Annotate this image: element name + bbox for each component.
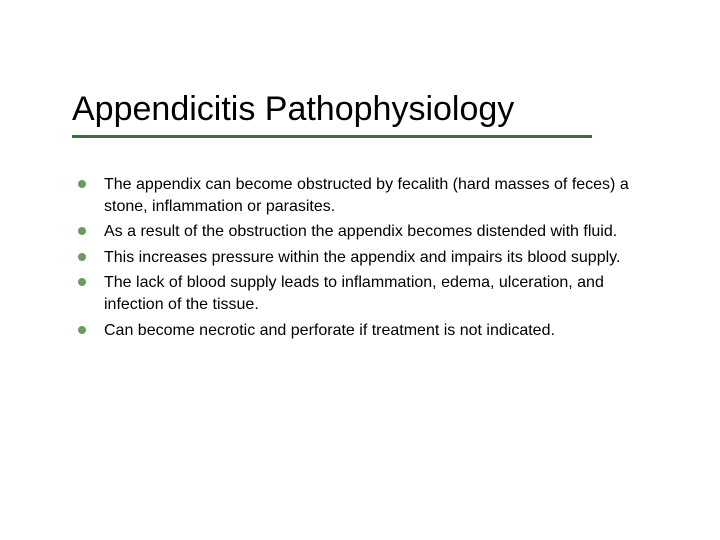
list-item-text: As a result of the obstruction the appen… — [104, 223, 617, 240]
list-item-text: The appendix can become obstructed by fe… — [104, 176, 629, 215]
title-block: Appendicitis Pathophysiology — [72, 90, 660, 138]
bullet-icon — [78, 227, 86, 235]
list-item-text: Can become necrotic and perforate if tre… — [104, 322, 555, 339]
list-item-text: This increases pressure within the appen… — [104, 249, 620, 266]
bullet-list: The appendix can become obstructed by fe… — [72, 174, 660, 341]
list-item: Can become necrotic and perforate if tre… — [78, 320, 660, 342]
list-item: The lack of blood supply leads to inflam… — [78, 272, 660, 315]
list-item: This increases pressure within the appen… — [78, 247, 660, 269]
bullet-icon — [78, 180, 86, 188]
list-item-text: The lack of blood supply leads to inflam… — [104, 274, 604, 313]
list-item: The appendix can become obstructed by fe… — [78, 174, 660, 217]
list-item: As a result of the obstruction the appen… — [78, 221, 660, 243]
slide-title: Appendicitis Pathophysiology — [72, 90, 660, 129]
bullet-icon — [78, 326, 86, 334]
title-underline — [72, 135, 592, 138]
slide-container: Appendicitis Pathophysiology The appendi… — [0, 0, 720, 540]
bullet-icon — [78, 253, 86, 261]
bullet-icon — [78, 278, 86, 286]
